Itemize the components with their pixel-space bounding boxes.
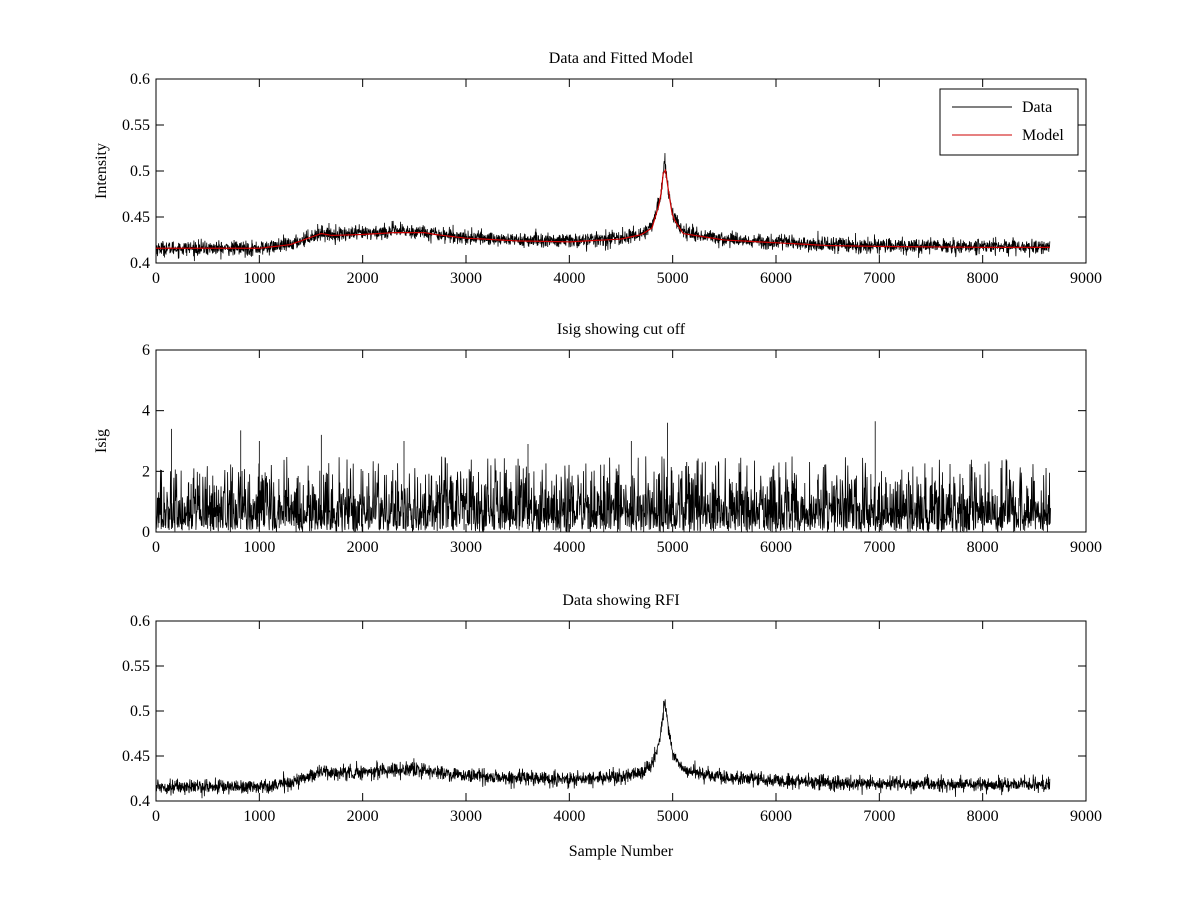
legend-label-model: Model: [1022, 127, 1064, 144]
chart-title: Data and Fitted Model: [549, 50, 694, 67]
y-tick-label: 2: [142, 463, 150, 480]
x-tick-label: 9000: [1070, 808, 1102, 825]
subplot-top: 0 1000 2000 3000 4000 5000 6000 7000 8000 9000 0.4…: [93, 50, 1102, 287]
x-axis-label: Sample Number: [569, 843, 674, 860]
plot-area: [156, 421, 1052, 532]
x-tick-label: 4000: [553, 808, 585, 825]
x-tick-label: 9000: [1070, 539, 1102, 556]
x-tick-label: 2000: [347, 808, 379, 825]
y-tick-label: 4: [142, 403, 150, 420]
x-tick-label: 3000: [450, 270, 482, 287]
x-tick-label: 6000: [760, 539, 792, 556]
x-tick-label: 6000: [760, 270, 792, 287]
x-tick-label: 0: [152, 539, 160, 556]
x-tick-label: 1000: [243, 808, 275, 825]
x-tick-label: 7000: [863, 539, 895, 556]
plot-area: [156, 153, 1051, 262]
y-tick-label: 0.5: [130, 163, 150, 180]
x-tick-label: 8000: [967, 270, 999, 287]
chart-title: Isig showing cut off: [557, 321, 686, 338]
y-tick-label: 0.45: [122, 209, 150, 226]
plot-area: [156, 699, 1051, 799]
x-tick-label: 5000: [657, 539, 689, 556]
x-tick-label: 1000: [243, 539, 275, 556]
axes-box: [155, 620, 1087, 802]
y-tick-label: 6: [142, 342, 150, 359]
x-tick-label: 0: [152, 808, 160, 825]
y-axis-label: Intensity: [93, 143, 110, 199]
chart-title: Data showing RFI: [562, 592, 679, 609]
y-tick-label: 0.45: [122, 748, 150, 765]
x-tick-label: 7000: [863, 808, 895, 825]
x-tick-label: 5000: [657, 808, 689, 825]
x-tick-label: 4000: [553, 270, 585, 287]
x-tick-label: 2000: [347, 539, 379, 556]
y-tick-label: 0.6: [130, 613, 150, 630]
y-tick-label: 0.55: [122, 117, 150, 134]
series-isig: [156, 421, 1052, 532]
x-tick-label: 2000: [347, 270, 379, 287]
y-tick-label: 0.6: [130, 71, 150, 88]
x-tick-label: 6000: [760, 808, 792, 825]
y-axis-label: Isig: [93, 429, 110, 453]
x-tick-label: 3000: [450, 808, 482, 825]
legend: Data Model: [939, 88, 1079, 156]
x-tick-label: 4000: [553, 539, 585, 556]
subplot-bottom: 0 1000 2000 3000 4000 5000 6000 7000 8000 9000 0.4…: [122, 592, 1102, 860]
series-data: [156, 153, 1051, 262]
subplot-middle: 0 1000 2000 3000 4000 5000 6000 7000 8000 9000 0 2 4…: [93, 321, 1102, 556]
x-tick-label: 8000: [967, 539, 999, 556]
y-tick-label: 0.4: [130, 793, 150, 810]
legend-box: [939, 88, 1079, 156]
x-tick-label: 5000: [657, 270, 689, 287]
x-tick-label: 0: [152, 270, 160, 287]
series-model: [156, 168, 1050, 249]
x-tick-label: 9000: [1070, 270, 1102, 287]
x-tick-label: 8000: [967, 808, 999, 825]
x-tick-label: 7000: [863, 270, 895, 287]
y-tick-label: 0.55: [122, 658, 150, 675]
y-tick-label: 0: [142, 524, 150, 541]
axes-box: [155, 78, 1087, 264]
x-tick-label: 1000: [243, 270, 275, 287]
legend-label-data: Data: [1022, 99, 1052, 116]
y-tick-label: 0.4: [130, 255, 150, 272]
y-tick-label: 0.5: [130, 703, 150, 720]
x-tick-label: 3000: [450, 539, 482, 556]
series-data: [156, 699, 1051, 799]
